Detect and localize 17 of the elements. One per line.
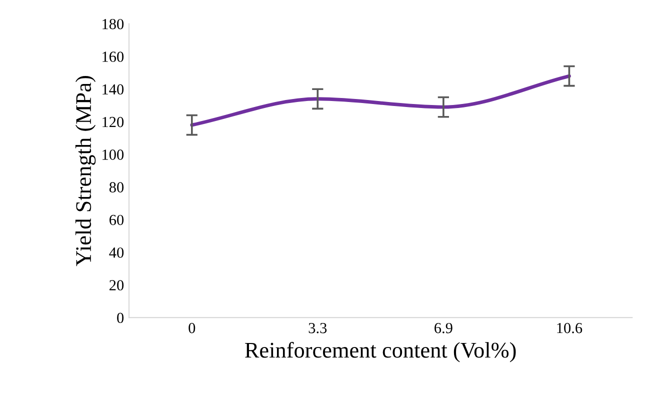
- x-tick-label: 6.9: [434, 322, 452, 334]
- y-tick-label: 160: [102, 52, 124, 62]
- y-tick-label: 100: [102, 150, 124, 160]
- y-tick-label: 80: [109, 182, 124, 192]
- y-tick-label: 180: [102, 18, 124, 30]
- y-tick-label: 40: [109, 247, 124, 258]
- x-tick-label: 10.6: [557, 322, 582, 334]
- y-tick-label: 120: [102, 116, 124, 128]
- line-series: [190, 74, 571, 127]
- y-tick-label: 60: [110, 214, 124, 226]
- x-tick-label: 0: [188, 322, 196, 334]
- y-tick-label: 140: [102, 84, 124, 95]
- y-tick-label: 20: [110, 280, 124, 290]
- y-tick-label: 0: [117, 312, 124, 324]
- y-axis-title: Yield Strength (MPa): [75, 76, 96, 266]
- x-tick-label: 3.3: [308, 322, 327, 334]
- x-axis-title: Reinforcement content (Vol%): [245, 342, 516, 362]
